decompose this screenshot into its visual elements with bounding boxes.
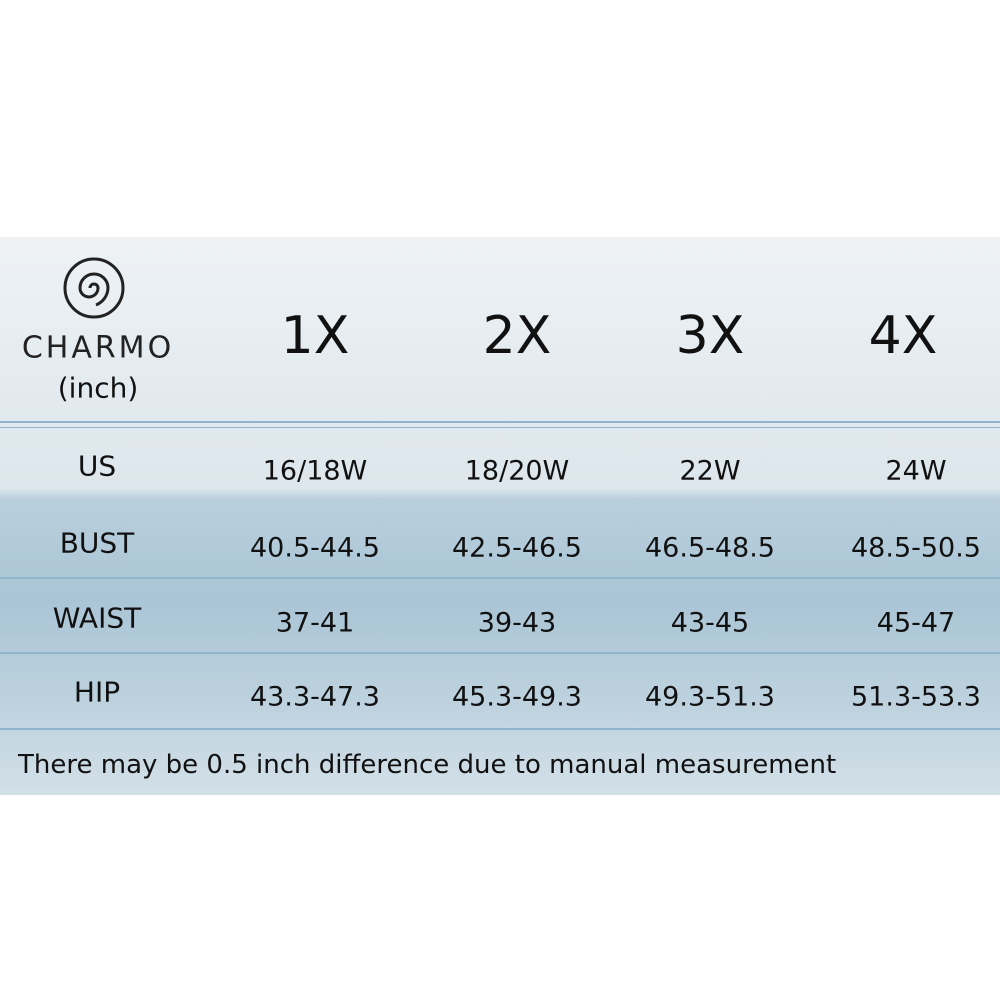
cell: 49.3-51.3	[645, 681, 775, 713]
cell: 45-47	[876, 607, 956, 639]
cell: 45.3-49.3	[452, 681, 582, 713]
row-rule	[0, 421, 1000, 423]
row-label: WAIST	[52, 601, 142, 635]
cell: 39-43	[477, 607, 557, 639]
row-label: US	[77, 449, 117, 483]
cell: 46.5-48.5	[645, 532, 775, 564]
row-label: BUST	[59, 526, 135, 560]
cell: 16/18W	[262, 455, 368, 487]
row-rule	[0, 427, 1000, 428]
row-rule	[0, 728, 1000, 730]
cell: 40.5-44.5	[250, 532, 380, 564]
note: There may be 0.5 inch difference due to …	[18, 750, 837, 780]
size-header: 3X	[675, 306, 745, 366]
cell: 43.3-47.3	[250, 681, 380, 713]
cell: 22W	[679, 455, 741, 487]
table-background	[0, 237, 1000, 795]
size-header: 2X	[482, 306, 552, 366]
cell: 42.5-46.5	[452, 532, 582, 564]
size-header: 4X	[868, 306, 938, 366]
cell: 43-45	[670, 607, 750, 639]
cell: 37-41	[275, 607, 355, 639]
cell: 24W	[885, 455, 947, 487]
cell: 48.5-50.5	[851, 532, 981, 564]
cell: 51.3-53.3	[851, 681, 981, 713]
brand: CHARMO	[21, 330, 175, 366]
cell: 18/20W	[464, 455, 570, 487]
row-rule	[0, 652, 1000, 654]
size-header: 1X	[280, 306, 350, 366]
row-rule	[0, 577, 1000, 579]
row-label: HIP	[73, 675, 121, 709]
logo	[63, 257, 125, 319]
unit: (inch)	[57, 371, 139, 405]
